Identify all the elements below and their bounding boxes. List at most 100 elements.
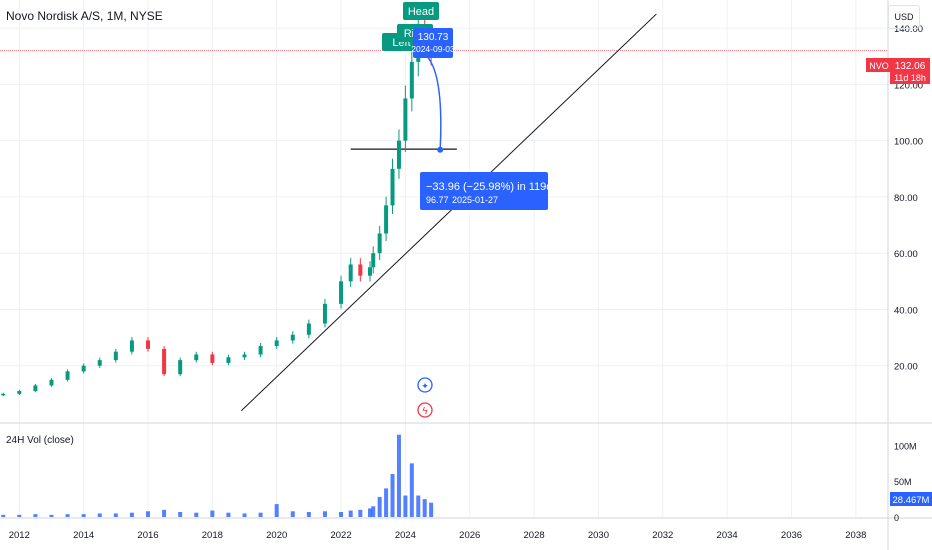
candle-body [226,357,231,363]
candle-body [129,340,134,352]
candle-body [396,140,401,169]
volume-bar [194,512,199,517]
x-tick-label: 2022 [330,530,351,541]
symbol-badge-box [866,58,892,72]
candle-body [368,267,372,276]
top-tooltip-date: 2024-09-03 [411,44,455,54]
y-tick-label: 80.00 [894,193,918,204]
volume-bar [146,511,150,517]
volume-bar [403,495,408,517]
candle-body [306,323,311,335]
volume-bar [377,496,382,517]
volume-bar [81,514,86,517]
x-tick-label: 2014 [73,530,94,541]
volume-bar [17,514,22,517]
volume-bar [97,513,102,517]
candle-body [162,348,167,375]
y-tick-label: 60.00 [894,249,918,260]
x-tick-label: 2016 [137,530,158,541]
volume-bar [348,510,353,517]
volume-bar [429,502,434,517]
candle-body [348,264,353,282]
candle-body [403,98,408,141]
top-tooltip-box [413,28,453,58]
x-tick-label: 2034 [717,530,738,541]
volume-bar [274,504,279,517]
measure-price: 96.77 [426,195,449,205]
measure-box [420,172,548,210]
x-tick-label: 2030 [588,530,609,541]
pattern-head-label: Head [408,6,434,18]
candle-body [258,346,263,355]
candle-body [384,205,389,234]
candle-body [322,303,327,324]
volume-bar [368,508,372,517]
x-tick-label: 2012 [9,530,30,541]
volume-bar [409,463,414,517]
idea-icon-glyph: ✦ [421,381,429,391]
volume-bar [322,511,327,517]
currency-button[interactable]: USD [888,5,920,29]
volume-tick-label: 0 [894,513,899,523]
y-tick-label: 100.00 [894,137,923,148]
candle-body [409,61,414,99]
x-tick-label: 2036 [781,530,802,541]
volume-bar [1,514,6,517]
candle-body [146,340,150,349]
candle-body [97,360,102,366]
idea-icon [417,377,433,393]
volume-bar [422,499,427,517]
volume-bar [162,509,167,517]
x-tick-label: 2032 [652,530,673,541]
pattern-head-label-box [403,2,439,20]
countdown-badge: 11d 18h [894,73,926,83]
y-tick-label: 140.00 [894,24,923,35]
volume-bar [65,514,70,517]
measure-change: −33.96 (−25.98%) in 119d 1h [426,181,568,193]
candle-body [17,391,22,394]
y-tick-label: 40.00 [894,305,918,316]
candle-body [194,354,199,361]
trend-line [240,13,657,412]
volume-label: 24H Vol (close) [6,435,74,446]
candle-body [274,340,279,347]
projection-arrow [424,53,442,150]
x-tick-label: 2024 [395,530,416,541]
volume-bar [33,514,38,517]
volume-bar [242,513,247,517]
candle-body [49,379,54,386]
x-tick-label: 2018 [202,530,223,541]
candle-body [178,360,183,375]
flash-icon-glyph: ϟ [422,406,428,417]
y-tick-label: 120.00 [894,80,923,91]
volume-tick-label: 100M [894,441,917,451]
volume-badge-box [890,492,932,506]
volume-bar [384,488,389,517]
volume-bar [49,514,54,517]
volume-bar [306,511,311,517]
candle-body [1,393,6,396]
candle-body [290,334,295,341]
candle-body [371,253,376,268]
y-tick-label: 20.00 [894,362,918,373]
volume-bar [290,511,295,517]
candle-body [339,281,344,304]
price-badge-box [890,58,930,84]
candle-body [390,168,395,206]
candle-body [81,365,86,372]
chart-title: Novo Nordisk A/S, 1M, NYSE [6,9,163,23]
volume-bar [339,511,344,517]
projection-endpoint [437,146,444,153]
price-badge: 132.06 [895,61,926,72]
volume-bar [226,512,231,517]
candle-body [113,351,118,361]
volume-bar [178,511,183,517]
top-tooltip-price: 130.73 [418,32,449,43]
flash-icon [417,402,433,418]
volume-badge: 28.467M [893,495,930,506]
candle-body [33,385,38,392]
candle-body [210,354,215,363]
volume-bar [396,434,401,517]
volume-bar [129,512,134,517]
